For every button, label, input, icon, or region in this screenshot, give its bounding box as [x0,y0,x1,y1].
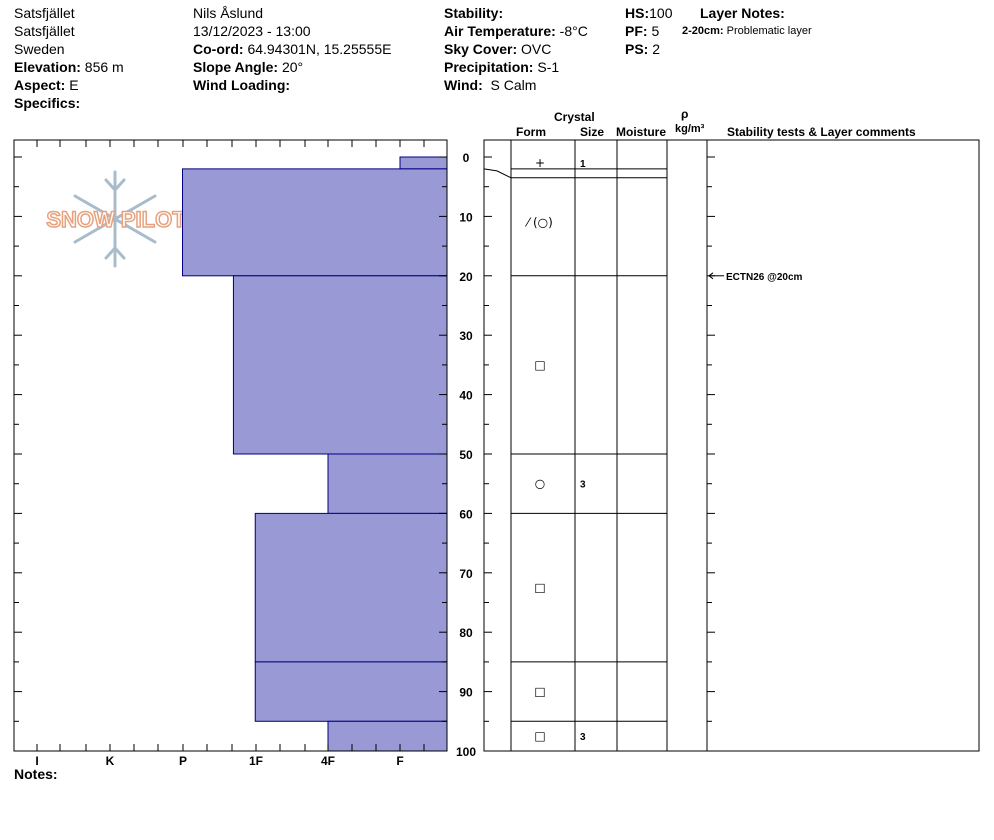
hardness-bar-0 [399,156,448,170]
crystal-form-3: ○ [535,477,545,491]
table-frame [483,139,980,752]
crystal-form-4: □ [534,581,545,595]
crystal-table: +1 ⁄ (○) □ ○ 3 □ □ □ 3 ECTN26 @20cm [483,139,980,752]
hardness-layers [182,156,448,752]
location-name: Satsfjället [14,5,75,21]
depth-label-50: 50 [459,448,473,462]
hardness-tick-label-4F: 4F [321,754,335,768]
depth-label-100: 100 [456,745,476,759]
hardness-tick-label-I: I [35,754,38,768]
hardness-bar-5 [254,661,448,722]
specifics: Specifics: [14,95,81,111]
stability: Stability: [444,5,504,21]
crystal-form-2: □ [534,358,545,372]
observer-name: Nils Åslund [193,5,264,21]
moisture-header: Moisture [616,125,667,139]
depth-label-60: 60 [459,507,473,521]
depth-label-90: 90 [459,686,473,700]
hardness-tick-label-F: F [396,754,403,768]
crystal-form-6: □ [534,729,545,743]
comments-header: Stability tests & Layer comments [727,125,916,139]
hardness-tick-label-P: P [179,754,187,768]
hardness-bar-4 [254,512,448,663]
chart-frames: I K P 1F 4F F 0 10 20 30 40 50 60 70 80 90 100 [13,139,715,768]
header-col-3: Stability: Air Temperature: -8°C Sky Cov… [444,4,588,94]
hardness-bar-6 [327,720,448,752]
depth-label-0: 0 [463,151,470,165]
site-name: Satsfjället [14,23,75,39]
depth-label-70: 70 [459,567,473,581]
boundary-connector [483,168,512,179]
form-header: Form [516,125,546,139]
hs: HS:100 [625,5,673,21]
crystal-form-1: ⁄ (○) [524,215,553,229]
elevation: Elevation: 856 m [14,59,124,75]
depth-label-30: 30 [459,329,473,343]
snowpilot-watermark: SNOW PILOT [46,170,187,268]
pf: PF: 5 [625,23,660,39]
wind-loading: Wind Loading: [193,77,291,93]
air-temperature: Air Temperature: -8°C [444,23,588,39]
layer-notes-title: Layer Notes: [700,5,785,21]
size-header: Size [580,125,605,139]
country-name: Sweden [14,41,65,57]
watermark-text: SNOW PILOT [46,207,186,232]
depth-label-10: 10 [459,210,473,224]
hardness-tick-label-1F: 1F [249,754,263,768]
depth-label-40: 40 [459,389,473,403]
hardness-bar-3 [327,453,448,514]
hardness-bar-2 [232,275,448,455]
crystal-size-3: 3 [580,480,586,491]
date-time: 13/12/2023 - 13:00 [193,23,311,39]
stability-test-label-0: ECTN26 @20cm [726,272,803,283]
aspect: Aspect: E [14,77,79,93]
header-col-1: Satsfjället Satsfjället Sweden Elevation… [14,4,124,112]
depth-label-20: 20 [459,270,473,284]
hardness-frame [13,139,448,752]
hardness-bar-1 [182,168,448,277]
stability-arrow-head-0 [708,272,714,280]
wind: Wind: S Calm [444,77,537,93]
notes-label: Notes: [14,766,58,782]
sky-cover: Sky Cover: OVC [444,41,552,57]
crystal-form-0: + [535,156,545,170]
depth-label-80: 80 [459,626,473,640]
slope-angle: Slope Angle: 20° [193,59,304,75]
crystal-size-0: 1 [580,159,586,170]
crystal-size-6: 3 [580,732,586,743]
precipitation: Precipitation: S-1 [444,59,560,75]
crystal-header: Crystal [554,110,595,124]
rho-header: ρ [681,107,689,121]
header-col-2: Nils Åslund 13/12/2023 - 13:00 Co-ord: 6… [193,4,391,94]
coordinates: Co-ord: 64.94301N, 15.25555E [193,41,392,57]
density-unit-header: kg/m³ [675,123,705,135]
header-col-4: HS:100 PF: 5 PS: 2 [625,4,672,58]
ps: PS: 2 [625,41,661,57]
hardness-tick-label-K: K [106,754,115,768]
crystal-form-5: □ [534,685,545,699]
layer-note: 2-20cm: Problematic layer [682,25,812,37]
